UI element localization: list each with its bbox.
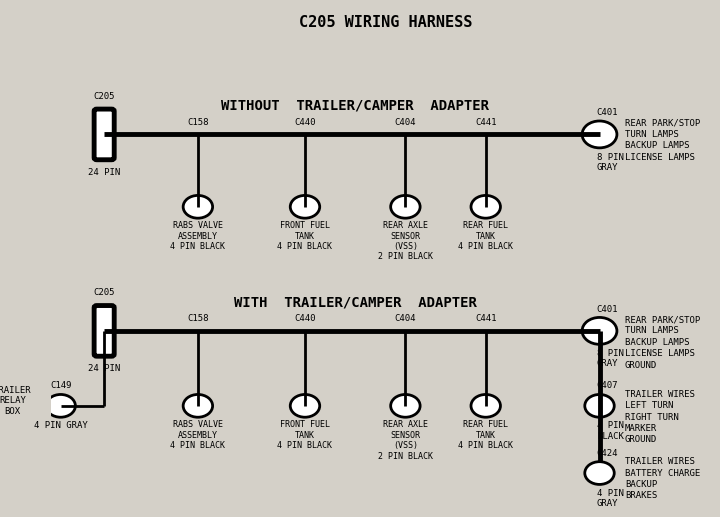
Text: C441: C441 [475, 314, 497, 323]
Text: REAR AXLE
SENSOR
(VSS)
2 PIN BLACK: REAR AXLE SENSOR (VSS) 2 PIN BLACK [378, 420, 433, 461]
Text: BACKUP LAMPS: BACKUP LAMPS [625, 141, 690, 150]
Text: GROUND: GROUND [625, 435, 657, 445]
Text: C149: C149 [50, 382, 71, 390]
Text: GRAY: GRAY [597, 499, 618, 508]
Text: RABS VALVE
ASSEMBLY
4 PIN BLACK: RABS VALVE ASSEMBLY 4 PIN BLACK [171, 420, 225, 450]
Text: BACKUP: BACKUP [625, 480, 657, 489]
Text: REAR PARK/STOP: REAR PARK/STOP [625, 118, 700, 128]
Circle shape [290, 394, 320, 417]
Text: C401: C401 [597, 305, 618, 314]
Circle shape [582, 121, 617, 148]
Text: 24 PIN: 24 PIN [88, 168, 120, 177]
Text: C441: C441 [475, 118, 497, 127]
Circle shape [471, 394, 500, 417]
Text: C205: C205 [94, 92, 115, 101]
Text: C158: C158 [187, 118, 209, 127]
Text: TRAILER WIRES: TRAILER WIRES [625, 390, 695, 399]
Text: RIGHT TURN: RIGHT TURN [625, 413, 679, 422]
Text: 4 PIN GRAY: 4 PIN GRAY [34, 421, 88, 430]
Text: MARKER: MARKER [625, 424, 657, 433]
Text: BATTERY CHARGE: BATTERY CHARGE [625, 468, 700, 478]
Text: BACKUP LAMPS: BACKUP LAMPS [625, 338, 690, 347]
Text: TURN LAMPS: TURN LAMPS [625, 130, 679, 139]
Text: 4 PIN: 4 PIN [597, 421, 624, 430]
Text: TRAILER WIRES: TRAILER WIRES [625, 457, 695, 466]
Text: REAR AXLE
SENSOR
(VSS)
2 PIN BLACK: REAR AXLE SENSOR (VSS) 2 PIN BLACK [378, 221, 433, 262]
Text: 8 PIN: 8 PIN [597, 349, 624, 358]
Text: REAR PARK/STOP: REAR PARK/STOP [625, 315, 700, 324]
Circle shape [391, 195, 420, 218]
FancyBboxPatch shape [94, 109, 114, 160]
Text: C440: C440 [294, 118, 316, 127]
Circle shape [471, 195, 500, 218]
Text: BLACK: BLACK [597, 432, 624, 440]
Circle shape [290, 195, 320, 218]
Text: C404: C404 [395, 118, 416, 127]
Text: C407: C407 [597, 382, 618, 390]
Text: C424: C424 [597, 449, 618, 458]
Text: REAR FUEL
TANK
4 PIN BLACK: REAR FUEL TANK 4 PIN BLACK [458, 221, 513, 251]
Circle shape [582, 317, 617, 344]
Text: FRONT FUEL
TANK
4 PIN BLACK: FRONT FUEL TANK 4 PIN BLACK [277, 420, 333, 450]
Text: REAR FUEL
TANK
4 PIN BLACK: REAR FUEL TANK 4 PIN BLACK [458, 420, 513, 450]
Text: TURN LAMPS: TURN LAMPS [625, 326, 679, 336]
Circle shape [46, 394, 76, 417]
Text: FRONT FUEL
TANK
4 PIN BLACK: FRONT FUEL TANK 4 PIN BLACK [277, 221, 333, 251]
Circle shape [183, 195, 212, 218]
Text: LEFT TURN: LEFT TURN [625, 401, 673, 410]
Text: C404: C404 [395, 314, 416, 323]
Text: BRAKES: BRAKES [625, 491, 657, 500]
Text: GROUND: GROUND [625, 360, 657, 370]
Text: TRAILER
RELAY
BOX: TRAILER RELAY BOX [0, 386, 31, 416]
Text: C440: C440 [294, 314, 316, 323]
Text: C205: C205 [94, 288, 115, 297]
Text: 4 PIN: 4 PIN [597, 489, 624, 497]
Text: WITH  TRAILER/CAMPER  ADAPTER: WITH TRAILER/CAMPER ADAPTER [234, 295, 477, 310]
Circle shape [585, 394, 614, 417]
Text: C401: C401 [597, 109, 618, 117]
Text: WITHOUT  TRAILER/CAMPER  ADAPTER: WITHOUT TRAILER/CAMPER ADAPTER [221, 99, 489, 113]
Circle shape [585, 462, 614, 484]
Circle shape [391, 394, 420, 417]
Text: LICENSE LAMPS: LICENSE LAMPS [625, 153, 695, 162]
Text: 8 PIN: 8 PIN [597, 153, 624, 161]
Text: 24 PIN: 24 PIN [88, 364, 120, 373]
Text: RABS VALVE
ASSEMBLY
4 PIN BLACK: RABS VALVE ASSEMBLY 4 PIN BLACK [171, 221, 225, 251]
Text: GRAY: GRAY [597, 163, 618, 172]
Text: GRAY: GRAY [597, 359, 618, 368]
Circle shape [183, 394, 212, 417]
Text: LICENSE LAMPS: LICENSE LAMPS [625, 349, 695, 358]
Text: C158: C158 [187, 314, 209, 323]
Text: C205 WIRING HARNESS: C205 WIRING HARNESS [299, 14, 472, 30]
FancyBboxPatch shape [94, 306, 114, 356]
